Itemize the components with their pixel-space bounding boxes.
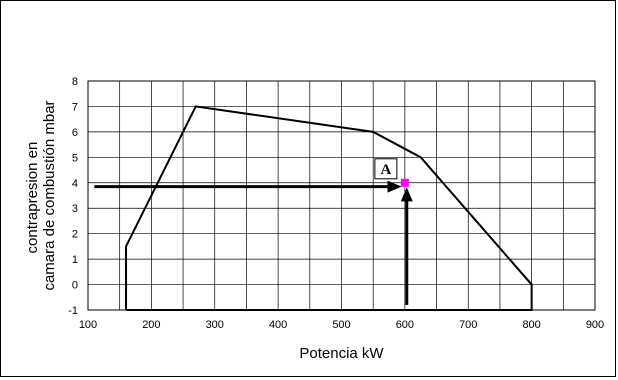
x-axis-label: Potencia kW [299, 345, 384, 362]
y-tick-label: 7 [72, 101, 78, 113]
y-tick-label: -1 [68, 305, 78, 317]
y-tick-label: 3 [72, 203, 78, 215]
y-tick-label: 6 [72, 127, 78, 139]
y-tick-label: 2 [72, 229, 78, 241]
y-tick-label: 8 [72, 76, 78, 88]
y-tick-label: 0 [72, 280, 78, 292]
y-tick-label: 4 [72, 178, 78, 190]
x-tick-label: 800 [522, 319, 540, 331]
arrow-head [400, 187, 413, 202]
x-tick-label: 500 [332, 319, 350, 331]
annotation-label: A [380, 162, 391, 178]
y-axis-label-line-1: contrapresion en [24, 142, 41, 254]
x-tick-label: 900 [586, 319, 604, 331]
annotation-arrows [94, 180, 413, 305]
x-tick-label: 600 [396, 319, 414, 331]
x-tick-label: 700 [459, 319, 477, 331]
x-tick-label: 400 [269, 319, 287, 331]
arrow-head [387, 180, 402, 193]
x-tick-label: 300 [206, 319, 224, 331]
annotations: A [374, 158, 409, 187]
tick-labels: 100 200 300 400 500 600 700 800 900 -1 0 1 2 3 4 5 6 7 8 [68, 76, 604, 331]
annotation-label-box [374, 158, 398, 180]
y-axis-label: contrapresion en camara de combustión mb… [24, 100, 58, 290]
y-tick-label: 1 [72, 254, 78, 266]
x-tick-label: 200 [142, 319, 160, 331]
y-axis-label-line-2: camara de combustión mbar [41, 100, 58, 290]
y-tick-label: 5 [72, 152, 78, 164]
data-point-marker [400, 178, 409, 187]
x-tick-label: 100 [79, 319, 97, 331]
series-line [125, 105, 533, 311]
gridlines [87, 80, 596, 311]
series-lines [125, 105, 533, 311]
